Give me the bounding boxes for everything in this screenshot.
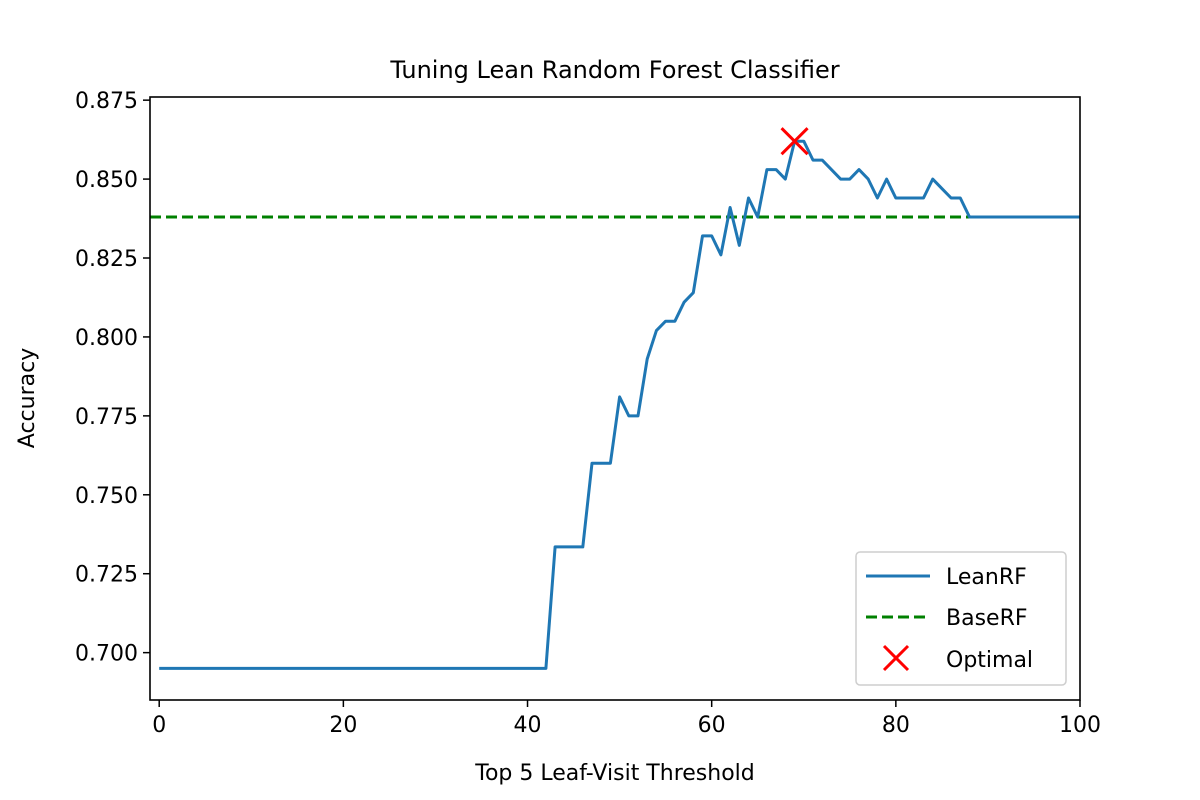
x-tick-label: 0 (152, 713, 166, 738)
chart-title: Tuning Lean Random Forest Classifier (389, 56, 839, 84)
legend-label-leanrf: LeanRF (946, 565, 1027, 590)
x-tick-label: 40 (514, 713, 542, 738)
x-tick-label: 60 (698, 713, 726, 738)
legend-label-optimal: Optimal (946, 648, 1033, 673)
legend-swatch-optimal (882, 644, 910, 672)
y-tick-label: 0.800 (75, 326, 138, 351)
y-axis-label: Accuracy (15, 348, 40, 448)
x-axis-label: Top 5 Leaf-Visit Threshold (474, 761, 754, 786)
optimal-marker (780, 127, 809, 156)
legend-swatch-optimal-stroke-b (882, 644, 910, 672)
legend: LeanRF BaseRF Optimal (855, 551, 1067, 686)
y-tick-label: 0.700 (75, 642, 138, 667)
y-tick-label: 0.850 (75, 168, 138, 193)
y-tick-label: 0.775 (75, 405, 138, 430)
legend-frame (855, 551, 1067, 686)
optimal-marker-stroke-b (780, 127, 809, 156)
axis-ticks: 0 20 40 60 80 100 0.700 0.725 0.750 0.775 0.800 0.8… (75, 89, 1101, 738)
x-tick-label: 80 (882, 713, 910, 738)
x-tick-label: 100 (1059, 713, 1101, 738)
y-tick-label: 0.750 (75, 484, 138, 509)
axes-frame (149, 96, 1081, 701)
x-tick-label: 20 (329, 713, 357, 738)
y-tick-label: 0.825 (75, 247, 138, 272)
leanrf-line (159, 139, 1080, 670)
y-tick-label: 0.875 (75, 89, 138, 114)
legend-label-baserf: BaseRF (946, 606, 1028, 631)
y-tick-label: 0.725 (75, 563, 138, 588)
plot-area (150, 127, 1080, 670)
